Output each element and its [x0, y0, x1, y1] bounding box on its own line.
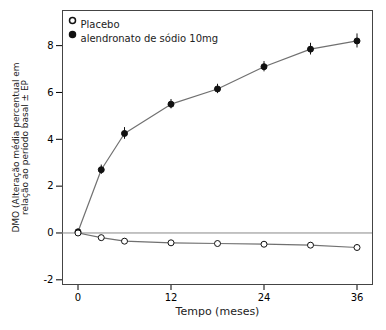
svg-text:Placebo: Placebo: [81, 19, 120, 30]
svg-text:alendronato de sódio 10mg: alendronato de sódio 10mg: [81, 33, 219, 44]
svg-text:4: 4: [47, 134, 53, 145]
svg-text:2: 2: [47, 180, 53, 191]
svg-text:-2: -2: [44, 274, 54, 285]
svg-text:36: 36: [351, 292, 364, 303]
svg-text:8: 8: [47, 40, 53, 51]
svg-text:DMO (Alteração média percentua: DMO (Alteração média percentual emrelaçã…: [11, 62, 30, 232]
svg-text:0: 0: [47, 227, 53, 238]
svg-text:Tempo (meses): Tempo (meses): [175, 305, 260, 318]
svg-text:24: 24: [258, 292, 271, 303]
svg-text:0: 0: [75, 292, 81, 303]
svg-text:6: 6: [47, 87, 53, 98]
svg-text:12: 12: [165, 292, 178, 303]
